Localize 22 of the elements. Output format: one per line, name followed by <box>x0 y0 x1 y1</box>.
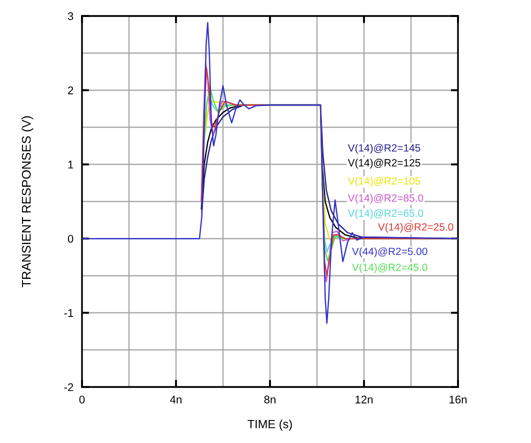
text: V(14)@R2=145 <box>348 144 420 154</box>
y-tick-label: 2 <box>68 86 74 94</box>
y-axis-title: TRANSIENT RESPONSES (V) <box>22 116 34 288</box>
text: V(14)@R2=125 <box>348 158 420 169</box>
text: V(14)@R2=105 <box>348 176 420 187</box>
text: V(14)@R2=45.0 <box>352 263 428 274</box>
series-label: V(14)@R2=25.0 <box>378 222 454 233</box>
y-tick-label: 0 <box>68 234 74 243</box>
series-label: V(44)@R2=5.00 <box>352 247 428 258</box>
y-tick-label: 1 <box>68 160 74 168</box>
line-series <box>82 22 458 324</box>
y-tick-label: -2 <box>64 383 74 392</box>
x-tick-label: 12n <box>356 396 373 404</box>
series-label: V(14)@R2=65.0 <box>348 209 424 219</box>
text: V(14)@R2=85.0 <box>348 194 424 204</box>
y-tick-label: 3 <box>68 12 74 20</box>
y-tick-label: -1 <box>64 309 74 317</box>
x-axis-title: TIME (s) <box>248 420 292 431</box>
x-tick-label: 16n <box>450 396 467 404</box>
x-tick-label: 0 <box>79 396 85 404</box>
x-tick-label: 4n <box>170 396 182 404</box>
x-tick-label: 8n <box>264 396 276 404</box>
